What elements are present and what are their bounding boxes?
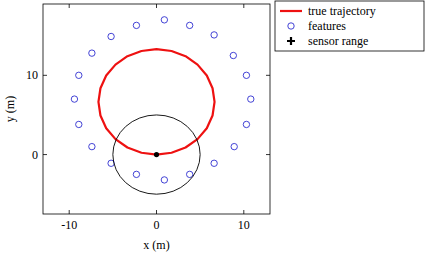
x-tick-label: -10 [61,218,77,232]
feature-point [133,22,139,28]
x-tick-label: 10 [238,218,250,232]
x-tick [243,4,244,8]
feature-point [76,72,82,78]
feature-point [89,143,95,149]
legend: true trajectoryfeaturessensor range [275,1,424,51]
legend-marker [288,23,294,29]
feature-point [133,171,139,177]
legend-label: features [308,19,346,33]
plot-data [71,17,254,195]
plot-frame [43,4,270,214]
x-tick [243,210,244,214]
y-tick [43,75,47,76]
y-tick-label: 10 [26,68,38,82]
y-axis-label: y (m) [3,96,17,122]
x-tick [69,210,70,214]
feature-point [248,96,254,102]
legend-marker [287,37,295,45]
sensor-range-circle [113,115,200,194]
y-tick-label: 0 [32,148,38,162]
feature-point [211,32,217,38]
y-tick [43,154,47,155]
legend-box [275,1,424,51]
feature-point [71,96,77,102]
feature-point [230,52,236,58]
sensor-position [154,152,159,157]
feature-point [186,22,192,28]
x-tick [156,4,157,8]
x-tick [156,210,157,214]
feature-point [211,160,217,166]
chart: -10 0 10 0 10 x (m) y (m) true trajectoryfeatur… [0,0,428,261]
feature-point [243,121,249,127]
feature-point [161,17,167,23]
feature-point [89,50,95,56]
feature-point [161,177,167,183]
legend-label: sensor range [308,34,368,48]
legend-line [280,10,302,12]
feature-point [108,33,114,39]
legend-label: true trajectory [308,4,376,18]
x-tick-label: 0 [154,218,160,232]
feature-point [231,143,237,149]
feature-point [186,171,192,177]
x-tick [69,4,70,8]
x-axis-label: x (m) [143,238,169,252]
feature-point [243,72,249,78]
y-tick [266,154,270,155]
y-tick [266,75,270,76]
feature-point [76,121,82,127]
